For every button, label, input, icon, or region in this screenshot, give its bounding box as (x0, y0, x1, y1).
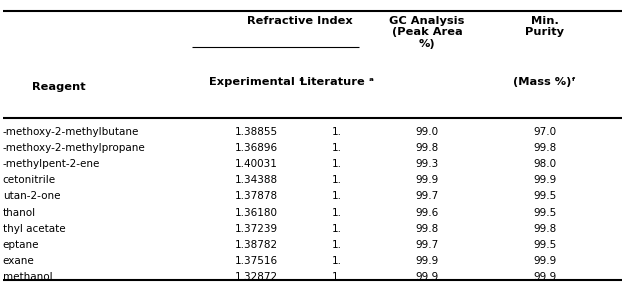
Text: 1.34388: 1.34388 (235, 175, 278, 185)
Text: 99.3: 99.3 (416, 159, 439, 169)
Text: -methylpent-2-ene: -methylpent-2-ene (2, 159, 100, 169)
Text: 99.8: 99.8 (533, 224, 556, 234)
Text: Min.
Purity: Min. Purity (525, 16, 564, 37)
Text: 1.36180: 1.36180 (235, 208, 278, 218)
Text: 1.: 1. (332, 175, 342, 185)
Text: 99.9: 99.9 (416, 256, 439, 266)
Text: thanol: thanol (2, 208, 36, 218)
Text: thyl acetate: thyl acetate (2, 224, 66, 234)
Text: 99.9: 99.9 (533, 175, 556, 185)
Text: 1.: 1. (332, 126, 342, 137)
Text: utan-2-one: utan-2-one (2, 191, 60, 201)
Text: 99.9: 99.9 (416, 272, 439, 282)
Text: 99.9: 99.9 (533, 256, 556, 266)
Text: -methoxy-2-methylpropane: -methoxy-2-methylpropane (2, 143, 146, 153)
Text: 1.37239: 1.37239 (235, 224, 278, 234)
Text: (Mass %)ᶠ: (Mass %)ᶠ (513, 77, 576, 87)
Text: 1.37516: 1.37516 (235, 256, 278, 266)
Text: eptane: eptane (2, 240, 39, 250)
Text: Refractive Index: Refractive Index (248, 16, 353, 26)
Text: 99.5: 99.5 (533, 240, 556, 250)
Text: 99.9: 99.9 (416, 175, 439, 185)
Text: 1.32872: 1.32872 (235, 272, 278, 282)
Text: 1.: 1. (332, 191, 342, 201)
Text: 1.: 1. (332, 143, 342, 153)
Text: 1.36896: 1.36896 (235, 143, 278, 153)
Text: GC Analysis
(Peak Area
%): GC Analysis (Peak Area %) (389, 16, 465, 49)
Text: methanol: methanol (2, 272, 52, 282)
Text: 1.: 1. (332, 208, 342, 218)
Text: 1.: 1. (332, 256, 342, 266)
Text: 99.8: 99.8 (416, 143, 439, 153)
Text: 99.6: 99.6 (416, 208, 439, 218)
Text: 1.37878: 1.37878 (235, 191, 278, 201)
Text: 1.: 1. (332, 159, 342, 169)
Text: Experimental ᵃ: Experimental ᵃ (209, 77, 304, 87)
Text: 98.0: 98.0 (533, 159, 556, 169)
Text: 1.: 1. (332, 272, 342, 282)
Text: -methoxy-2-methylbutane: -methoxy-2-methylbutane (2, 126, 139, 137)
Text: 99.8: 99.8 (416, 224, 439, 234)
Text: 99.9: 99.9 (533, 272, 556, 282)
Text: 99.8: 99.8 (533, 143, 556, 153)
Text: 99.5: 99.5 (533, 208, 556, 218)
Text: 1.: 1. (332, 224, 342, 234)
Text: Reagent: Reagent (32, 82, 86, 93)
Text: 99.7: 99.7 (416, 240, 439, 250)
Text: Literature ᵃ: Literature ᵃ (300, 77, 374, 87)
Text: cetonitrile: cetonitrile (2, 175, 56, 185)
Text: 99.7: 99.7 (416, 191, 439, 201)
Text: 1.40031: 1.40031 (235, 159, 278, 169)
Text: 99.5: 99.5 (533, 191, 556, 201)
Text: 97.0: 97.0 (533, 126, 556, 137)
Text: 1.38782: 1.38782 (235, 240, 278, 250)
Text: 1.: 1. (332, 240, 342, 250)
Text: 99.0: 99.0 (416, 126, 439, 137)
Text: 1.38855: 1.38855 (235, 126, 278, 137)
Text: exane: exane (2, 256, 34, 266)
